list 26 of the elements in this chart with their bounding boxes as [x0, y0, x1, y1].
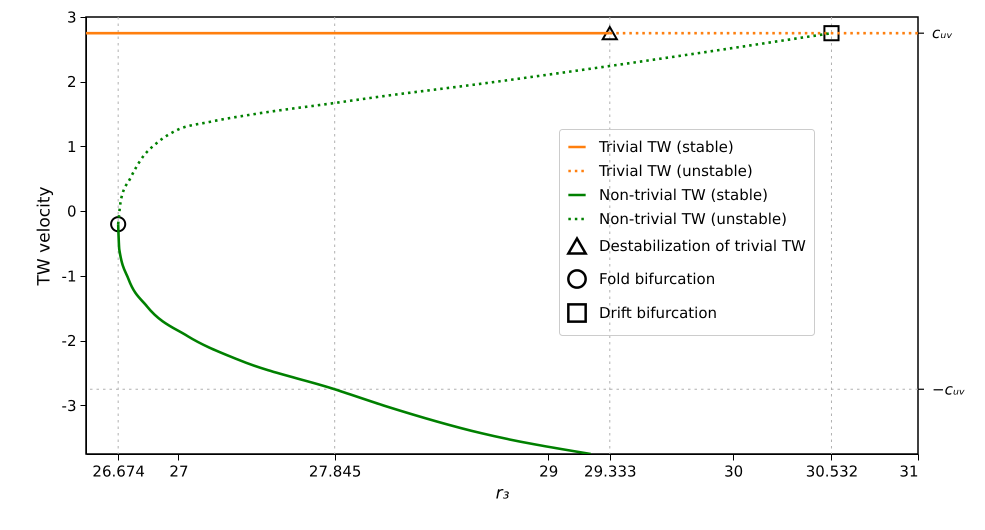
legend-label: Drift bifurcation [599, 304, 718, 322]
x-tick-label: 27.845 [308, 462, 362, 480]
y-tick-label: 3 [66, 8, 76, 26]
y-tick-label: -3 [62, 396, 76, 415]
x-tick-label: 30.532 [806, 462, 858, 480]
x-tick-label: 27 [169, 462, 188, 480]
y-tick-label: 1 [66, 138, 76, 156]
x-tick-label: 30 [724, 462, 744, 480]
y-tick-label: 0 [66, 202, 76, 221]
ref-line-label: cᵤᵥ [932, 24, 953, 42]
y-tick-label: -1 [62, 267, 76, 286]
x-tick-label: 29 [539, 462, 558, 480]
legend-label: Trivial TW (stable) [598, 138, 734, 156]
y-tick-label: -2 [62, 332, 76, 350]
y-tick-label: 2 [66, 73, 76, 92]
y-axis-title: TW velocity [34, 186, 55, 287]
legend-label: Trivial TW (unstable) [598, 162, 753, 180]
legend-label: Non-trivial TW (stable) [599, 186, 768, 204]
ref-line-label: −cᵤᵥ [932, 380, 966, 398]
x-tick-label: 31 [899, 462, 918, 480]
legend-label: Non-trivial TW (unstable) [599, 210, 787, 228]
legend-label: Destabilization of trivial TW [599, 237, 806, 255]
legend-label: Fold bifurcation [599, 270, 716, 288]
x-tick-label: 29.333 [584, 462, 637, 480]
x-axis-title: r₃ [496, 484, 510, 504]
x-tick-label: 26.674 [92, 462, 145, 480]
